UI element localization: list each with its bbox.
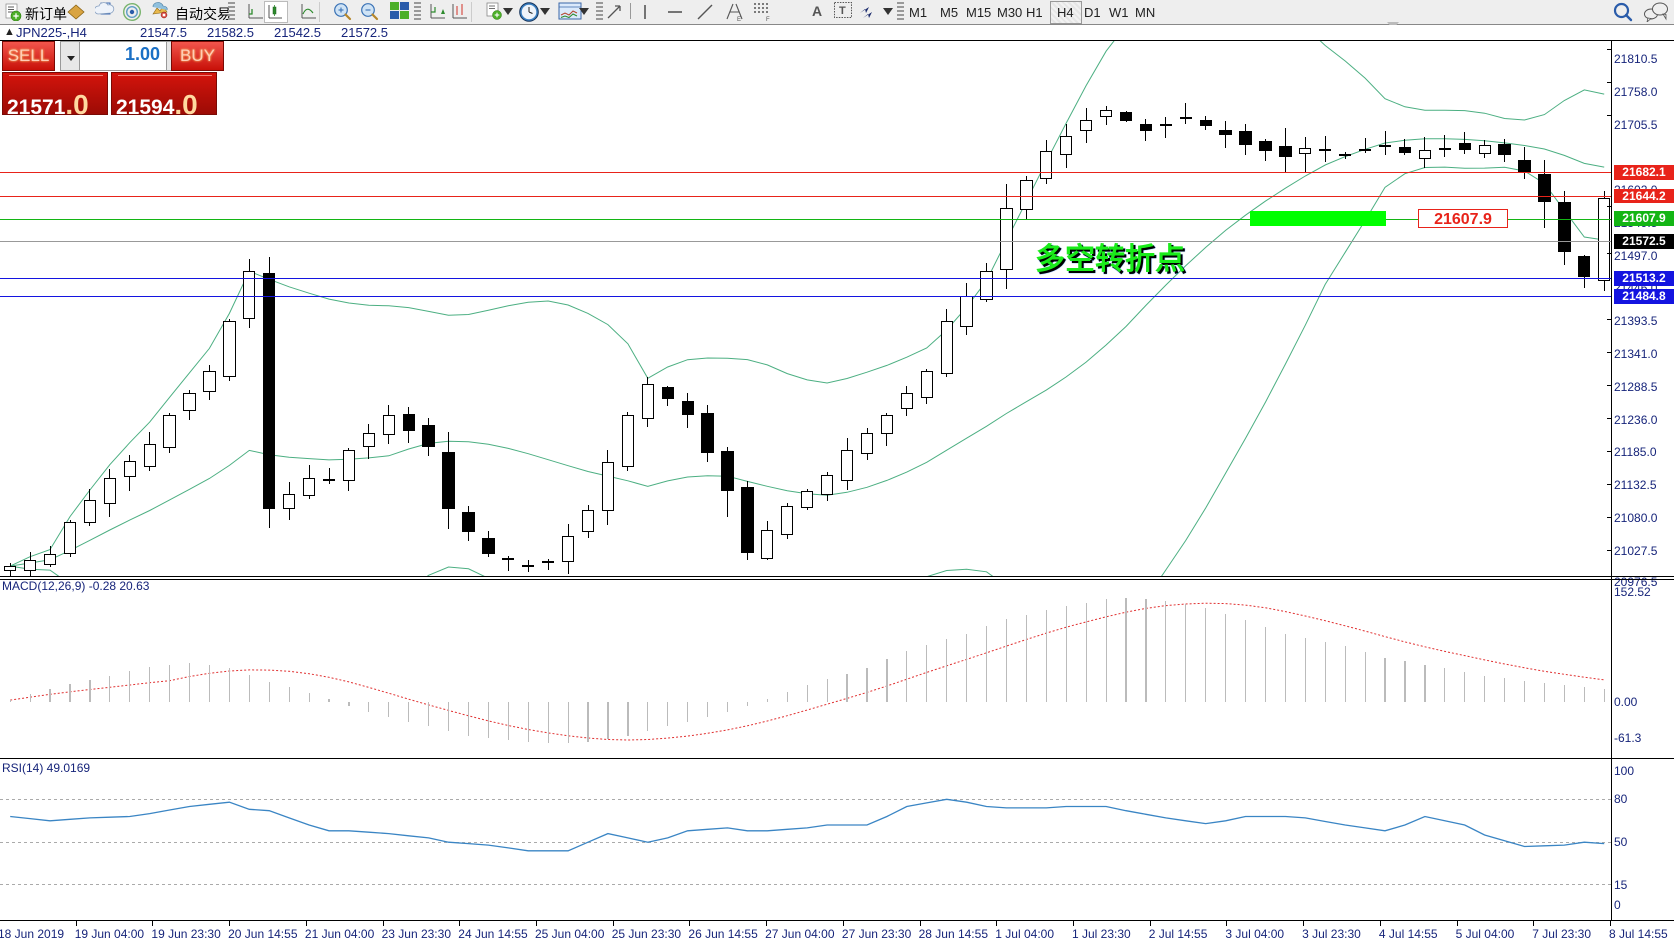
svg-text:F: F <box>766 17 770 21</box>
svg-text:E: E <box>737 17 741 21</box>
svg-text:T: T <box>839 5 846 17</box>
